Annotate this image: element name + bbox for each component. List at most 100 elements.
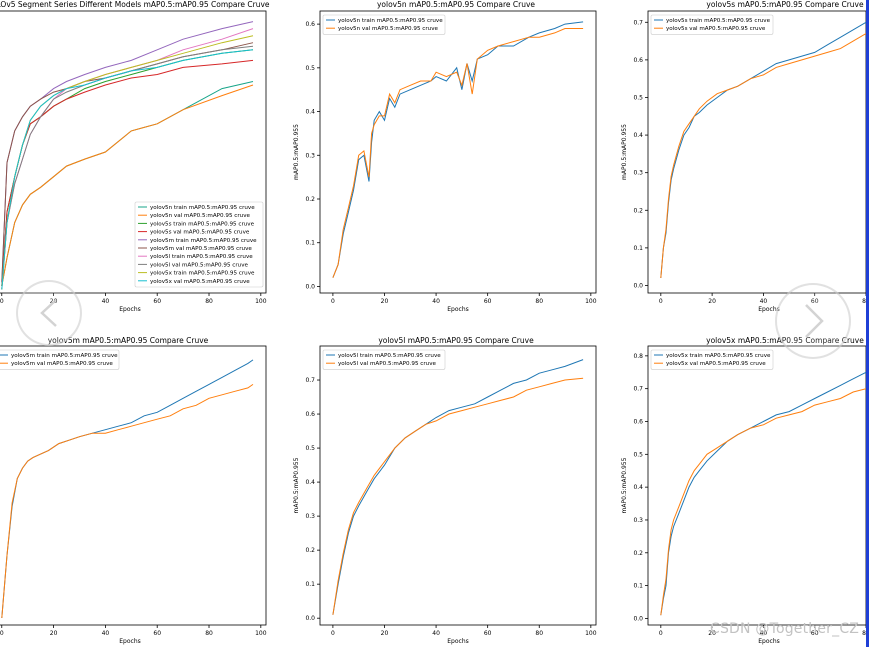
legend-entry: yolov5l val mAP0.5:mAP0.95 cruve <box>150 262 249 268</box>
y-tick-label: 0.8 <box>633 353 643 360</box>
legend: yolov5n train mAP0.5:mAP0.95 cruve yolov5… <box>322 14 446 35</box>
x-tick-label: 60 <box>153 630 161 637</box>
legend-entry: yolov5s train mAP0.5:mAP0.95 cruve <box>666 18 771 24</box>
y-tick-label: 0.3 <box>633 170 643 177</box>
x-tick-label: 80 <box>862 298 869 305</box>
x-tick-label: 0 <box>659 298 663 305</box>
x-axis-label: Epochs <box>119 306 141 313</box>
x-tick-label: 40 <box>102 630 110 637</box>
x-tick-label: 0 <box>0 630 4 637</box>
legend-entry: yolov5s val mAP0.5:mAP0.95 cruve <box>666 26 766 32</box>
x-tick-label: 40 <box>432 298 440 305</box>
y-tick-label: 0.4 <box>633 132 643 139</box>
y-tick-label: 0.0 <box>305 283 315 290</box>
legend-entry: yolov5x train mAP0.5:mAP0.95 cruve <box>666 353 771 359</box>
legend-entry: yolov5x val mAP0.5:mAP0.95 cruve <box>150 279 250 285</box>
legend-entry: yolov5n train mAP0.5:mAP0.95 cruve <box>338 18 443 24</box>
scroll-edge[interactable] <box>866 0 869 647</box>
legend-entry: yolov5s train mAP0.5:mAP0.95 cruve <box>150 221 255 227</box>
chart-title: yolov5m mAP0.5:mAP0.95 Compare Cruve <box>48 336 209 345</box>
y-axis-label: mAP0.5:mAP0.955 <box>293 457 300 513</box>
series-line-10 <box>1 49 254 290</box>
legend: yolov5l train mAP0.5:mAP0.95 cruve yolov5… <box>322 349 446 370</box>
y-tick-label: 0.0 <box>633 615 643 622</box>
y-tick-label: 0.0 <box>305 615 315 622</box>
y-tick-label: 0.7 <box>633 19 643 26</box>
legend-entry: yolov5n val mAP0.5:mAP0.95 cruve <box>150 213 251 219</box>
x-tick-label: 0 <box>0 298 4 305</box>
prev-nav-button[interactable] <box>16 280 82 346</box>
series-line-2 <box>1 84 254 286</box>
y-tick-label: 0.4 <box>633 484 643 491</box>
y-tick-label: 0.7 <box>305 377 315 384</box>
legend-entry: yolov5l val mAP0.5:mAP0.95 cruve <box>338 361 437 367</box>
y-tick-label: 0.0 <box>633 282 643 289</box>
y-tick-label: 0.5 <box>305 445 315 452</box>
x-tick-label: 20 <box>708 298 716 305</box>
chart-title: yolov5l mAP0.5:mAP0.95 Compare Cruve <box>378 336 534 345</box>
x-tick-label: 20 <box>50 630 58 637</box>
x-tick-label: 60 <box>153 298 161 305</box>
legend: yolov5n train mAP0.5:mAP0.95 cruve yolov5… <box>134 201 264 288</box>
legend-entry: yolov5m train mAP0.5:mAP0.95 cruve <box>11 353 118 359</box>
legend-box <box>322 14 446 35</box>
y-tick-label: 0.4 <box>305 109 315 116</box>
legend: yolov5x train mAP0.5:mAP0.95 cruve yolov5… <box>650 349 774 370</box>
y-tick-label: 0.4 <box>305 479 315 486</box>
legend-box <box>134 201 264 288</box>
chart-panel-3: yolov5s mAP0.5:mAP0.95 Compare Cruve 0 20 4… <box>621 0 869 313</box>
x-tick-label: 20 <box>381 630 389 637</box>
y-tick-label: 0.5 <box>633 94 643 101</box>
next-nav-button[interactable] <box>775 283 851 359</box>
y-tick-label: 0.2 <box>633 207 643 214</box>
legend-entry: yolov5m train mAP0.5:mAP0.95 cruve <box>150 238 257 244</box>
legend-entry: yolov5l train mAP0.5:mAP0.95 cruve <box>338 353 441 359</box>
legend-box <box>0 349 120 370</box>
x-tick-label: 100 <box>255 298 267 305</box>
legend-entry: yolov5l train mAP0.5:mAP0.95 cruve <box>150 254 253 260</box>
plot-frame <box>0 345 267 626</box>
series-line-8 <box>1 45 254 290</box>
legend-entry: yolov5m val mAP0.5:mAP0.95 cruve <box>150 246 252 252</box>
x-axis-label: Epochs <box>758 306 780 313</box>
series-line-2 <box>1 383 254 619</box>
x-tick-label: 60 <box>484 298 492 305</box>
y-tick-label: 0.5 <box>305 65 315 72</box>
series-line-2 <box>660 388 866 616</box>
plot-frame <box>319 10 597 294</box>
chevron-right-icon <box>805 304 824 338</box>
x-tick-label: 80 <box>535 630 543 637</box>
x-axis-label: Epochs <box>758 638 780 645</box>
series-line-2 <box>332 28 584 278</box>
y-tick-label: 0.1 <box>305 581 315 588</box>
legend: yolov5s train mAP0.5:mAP0.95 cruve yolov5… <box>650 14 774 35</box>
series-line-2 <box>660 33 866 279</box>
x-axis-label: Epochs <box>447 306 469 313</box>
x-axis-label: Epochs <box>119 638 141 645</box>
y-axis-label: mAP0.5:mAP0.955 <box>621 457 628 513</box>
y-tick-label: 0.2 <box>633 550 643 557</box>
x-tick-label: 0 <box>331 298 335 305</box>
x-tick-label: 40 <box>760 630 768 637</box>
y-axis-label: mAP0.5:mAP0.955 <box>621 124 628 180</box>
legend-entry: yolov5x train mAP0.5:mAP0.95 cruve <box>150 271 255 277</box>
x-tick-label: 0 <box>331 630 335 637</box>
chart-title: YOLOv5 Segment Series Different Models m… <box>0 0 270 9</box>
chart-panel-4: yolov5m mAP0.5:mAP0.95 Compare Cruve 0 20 4… <box>0 336 267 645</box>
legend-box <box>650 349 774 370</box>
chart-panel-2: yolov5n mAP0.5:mAP0.95 Compare Cruve 0 20 4… <box>293 0 597 313</box>
y-tick-label: 0.2 <box>305 547 315 554</box>
y-tick-label: 0.1 <box>633 583 643 590</box>
legend-box <box>650 14 774 35</box>
chart-panel-5: yolov5l mAP0.5:mAP0.95 Compare Cruve 0 20 4… <box>293 336 597 645</box>
y-tick-label: 0.3 <box>305 152 315 159</box>
x-tick-label: 80 <box>862 630 869 637</box>
y-tick-label: 0.6 <box>305 21 315 28</box>
series-line-1 <box>332 21 584 278</box>
x-tick-label: 0 <box>659 630 663 637</box>
x-tick-label: 100 <box>585 630 597 637</box>
series-line-1 <box>660 371 866 616</box>
x-tick-label: 20 <box>381 298 389 305</box>
y-tick-label: 0.1 <box>305 240 315 247</box>
legend-entry: yolov5s val mAP0.5:mAP0.95 cruve <box>150 230 250 236</box>
